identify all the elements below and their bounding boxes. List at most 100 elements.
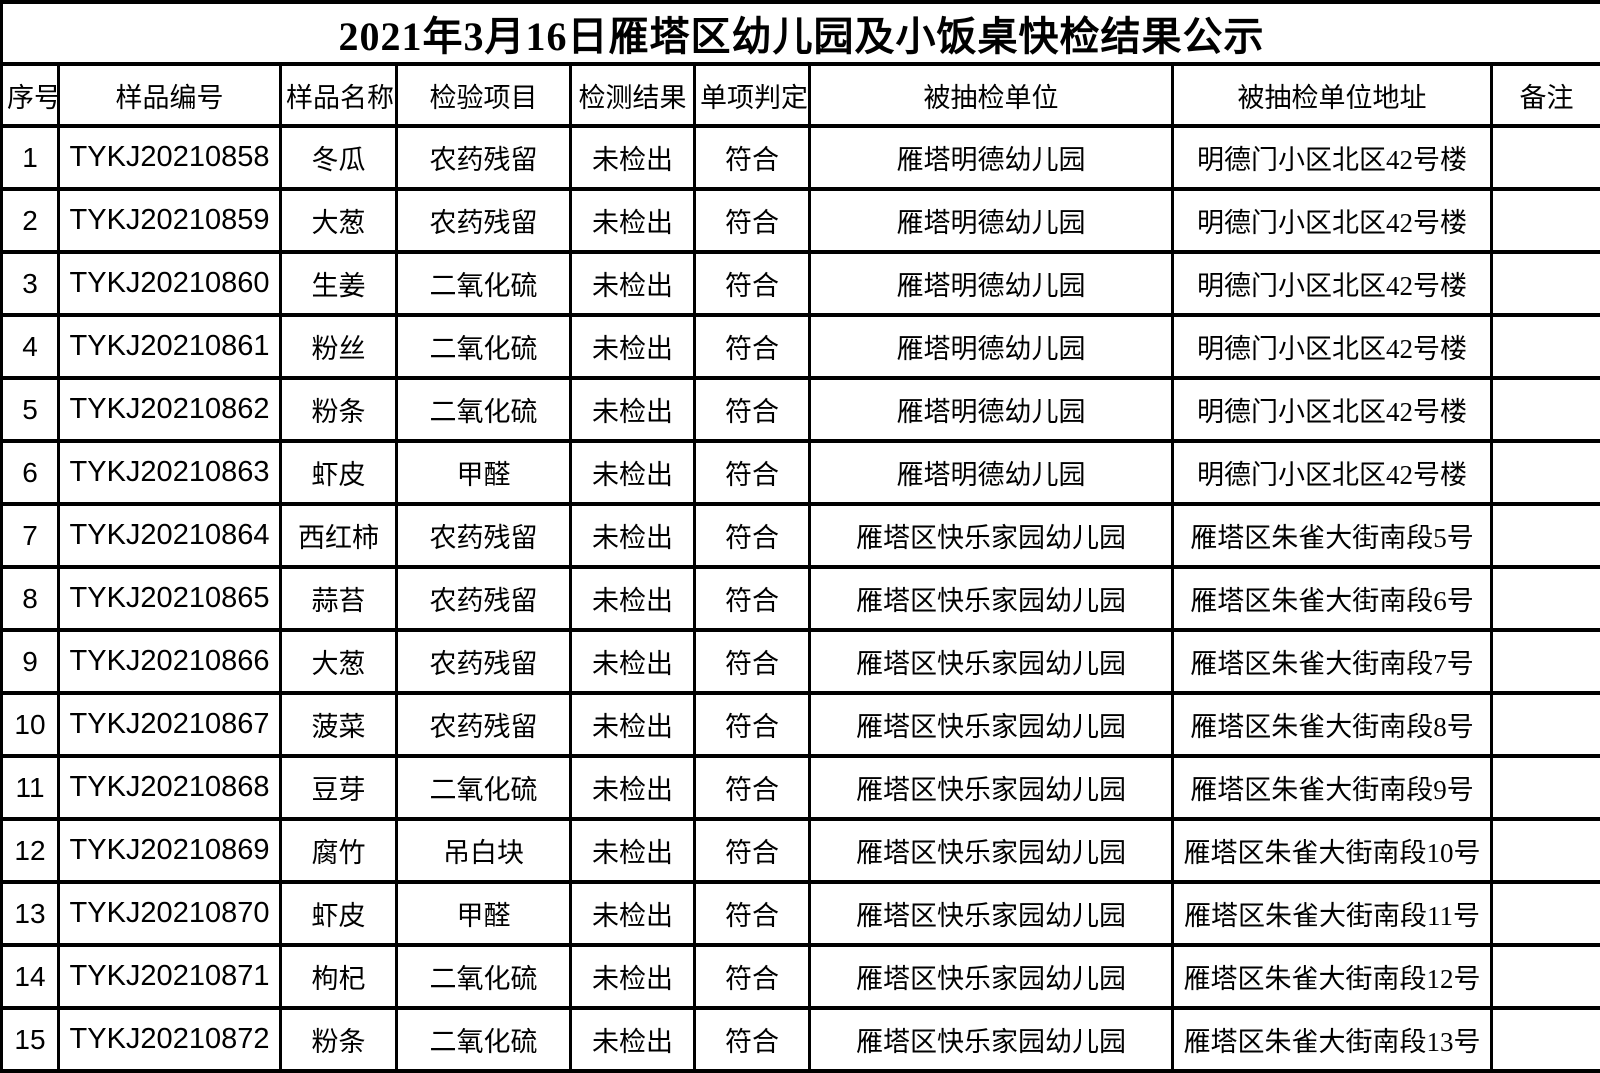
cell-sample-name: 枸杞 (279, 943, 398, 1010)
cell-serial-number: 5 (0, 376, 60, 443)
cell-sample-id: TYKJ20210869 (57, 817, 282, 884)
cell-sample-id: TYKJ20210861 (57, 313, 282, 380)
column-header-0: 序号 (0, 62, 60, 128)
cell-sampled-unit: 雁塔区快乐家园幼儿园 (808, 817, 1174, 884)
cell-serial-number: 6 (0, 439, 60, 506)
cell-sampled-unit: 雁塔区快乐家园幼儿园 (808, 754, 1174, 821)
cell-sample-id: TYKJ20210865 (57, 565, 282, 632)
cell-test-result: 未检出 (569, 1006, 696, 1073)
cell-test-item: 农药残留 (395, 502, 572, 569)
cell-remark (1489, 691, 1600, 758)
cell-sampled-unit: 雁塔区快乐家园幼儿园 (808, 502, 1174, 569)
cell-sample-id: TYKJ20210863 (57, 439, 282, 506)
cell-test-result: 未检出 (569, 565, 696, 632)
table-row: 8 TYKJ20210865 蒜苔 农药残留 未检出 符合 雁塔区快乐家园幼儿园 雁塔区朱雀大… (0, 565, 1600, 632)
cell-sample-name: 腐竹 (279, 817, 398, 884)
column-header-5: 单项判定 (693, 62, 811, 128)
table-row: 15 TYKJ20210872 粉条 二氧化硫 未检出 符合 雁塔区快乐家园幼儿园 雁塔区朱雀… (0, 1006, 1600, 1073)
cell-remark (1489, 187, 1600, 254)
cell-sample-name: 虾皮 (279, 880, 398, 947)
cell-sampled-unit: 雁塔区快乐家园幼儿园 (808, 691, 1174, 758)
cell-judgment: 符合 (693, 1006, 811, 1073)
cell-test-item: 甲醛 (395, 880, 572, 947)
cell-sampled-unit-address: 雁塔区朱雀大街南段10号 (1171, 817, 1493, 884)
cell-sample-id: TYKJ20210862 (57, 376, 282, 443)
cell-sampled-unit: 雁塔明德幼儿园 (808, 187, 1174, 254)
cell-test-item: 农药残留 (395, 565, 572, 632)
cell-serial-number: 7 (0, 502, 60, 569)
table-row: 9 TYKJ20210866 大葱 农药残留 未检出 符合 雁塔区快乐家园幼儿园 雁塔区朱雀大… (0, 628, 1600, 695)
cell-test-item: 二氧化硫 (395, 754, 572, 821)
cell-judgment: 符合 (693, 502, 811, 569)
cell-serial-number: 2 (0, 187, 60, 254)
cell-judgment: 符合 (693, 880, 811, 947)
table-row: 1 TYKJ20210858 冬瓜 农药残留 未检出 符合 雁塔明德幼儿园 明德门小区北区42… (0, 124, 1600, 191)
cell-serial-number: 4 (0, 313, 60, 380)
cell-remark (1489, 124, 1600, 191)
cell-test-result: 未检出 (569, 943, 696, 1010)
cell-serial-number: 8 (0, 565, 60, 632)
cell-remark (1489, 1006, 1600, 1073)
cell-serial-number: 10 (0, 691, 60, 758)
cell-serial-number: 15 (0, 1006, 60, 1073)
table-row: 5 TYKJ20210862 粉条 二氧化硫 未检出 符合 雁塔明德幼儿园 明德门小区北区42… (0, 376, 1600, 443)
cell-judgment: 符合 (693, 754, 811, 821)
table-row: 3 TYKJ20210860 生姜 二氧化硫 未检出 符合 雁塔明德幼儿园 明德门小区北区42… (0, 250, 1600, 317)
cell-sampled-unit: 雁塔明德幼儿园 (808, 376, 1174, 443)
cell-sample-name: 蒜苔 (279, 565, 398, 632)
cell-remark (1489, 754, 1600, 821)
table-row: 4 TYKJ20210861 粉丝 二氧化硫 未检出 符合 雁塔明德幼儿园 明德门小区北区42… (0, 313, 1600, 380)
cell-serial-number: 1 (0, 124, 60, 191)
cell-sampled-unit-address: 明德门小区北区42号楼 (1171, 313, 1493, 380)
cell-test-result: 未检出 (569, 250, 696, 317)
cell-test-item: 二氧化硫 (395, 376, 572, 443)
cell-test-item: 农药残留 (395, 124, 572, 191)
cell-test-result: 未检出 (569, 880, 696, 947)
cell-sampled-unit: 雁塔区快乐家园幼儿园 (808, 628, 1174, 695)
cell-sample-id: TYKJ20210870 (57, 880, 282, 947)
cell-serial-number: 13 (0, 880, 60, 947)
cell-sampled-unit-address: 雁塔区朱雀大街南段5号 (1171, 502, 1493, 569)
cell-test-result: 未检出 (569, 502, 696, 569)
cell-judgment: 符合 (693, 565, 811, 632)
cell-serial-number: 3 (0, 250, 60, 317)
cell-sample-name: 生姜 (279, 250, 398, 317)
cell-sampled-unit: 雁塔区快乐家园幼儿园 (808, 943, 1174, 1010)
column-header-6: 被抽检单位 (808, 62, 1174, 128)
cell-test-item: 农药残留 (395, 628, 572, 695)
cell-sample-name: 大葱 (279, 187, 398, 254)
cell-test-result: 未检出 (569, 691, 696, 758)
cell-sampled-unit: 雁塔明德幼儿园 (808, 439, 1174, 506)
cell-sample-name: 西红柿 (279, 502, 398, 569)
cell-sampled-unit-address: 雁塔区朱雀大街南段13号 (1171, 1006, 1493, 1073)
cell-sample-id: TYKJ20210858 (57, 124, 282, 191)
cell-sample-name: 粉丝 (279, 313, 398, 380)
cell-test-result: 未检出 (569, 754, 696, 821)
cell-remark (1489, 880, 1600, 947)
cell-sample-id: TYKJ20210866 (57, 628, 282, 695)
cell-test-item: 农药残留 (395, 691, 572, 758)
cell-sampled-unit: 雁塔区快乐家园幼儿园 (808, 565, 1174, 632)
cell-judgment: 符合 (693, 313, 811, 380)
cell-sampled-unit-address: 明德门小区北区42号楼 (1171, 124, 1493, 191)
table-row: 13 TYKJ20210870 虾皮 甲醛 未检出 符合 雁塔区快乐家园幼儿园 雁塔区朱雀大街… (0, 880, 1600, 947)
cell-judgment: 符合 (693, 376, 811, 443)
cell-sample-name: 虾皮 (279, 439, 398, 506)
cell-test-item: 二氧化硫 (395, 313, 572, 380)
cell-test-item: 二氧化硫 (395, 250, 572, 317)
column-header-1: 样品编号 (57, 62, 282, 128)
cell-test-result: 未检出 (569, 124, 696, 191)
cell-sample-id: TYKJ20210859 (57, 187, 282, 254)
cell-sampled-unit-address: 明德门小区北区42号楼 (1171, 187, 1493, 254)
cell-sample-name: 豆芽 (279, 754, 398, 821)
cell-sampled-unit-address: 雁塔区朱雀大街南段8号 (1171, 691, 1493, 758)
table-row: 11 TYKJ20210868 豆芽 二氧化硫 未检出 符合 雁塔区快乐家园幼儿园 雁塔区朱雀… (0, 754, 1600, 821)
cell-judgment: 符合 (693, 439, 811, 506)
cell-judgment: 符合 (693, 628, 811, 695)
cell-sample-id: TYKJ20210872 (57, 1006, 282, 1073)
cell-remark (1489, 943, 1600, 1010)
header-row: 序号 样品编号 样品名称 检验项目 检测结果 单项判定 被抽检单位 被抽检单位地址 备注 (0, 62, 1600, 128)
cell-sampled-unit-address: 明德门小区北区42号楼 (1171, 376, 1493, 443)
cell-test-result: 未检出 (569, 376, 696, 443)
